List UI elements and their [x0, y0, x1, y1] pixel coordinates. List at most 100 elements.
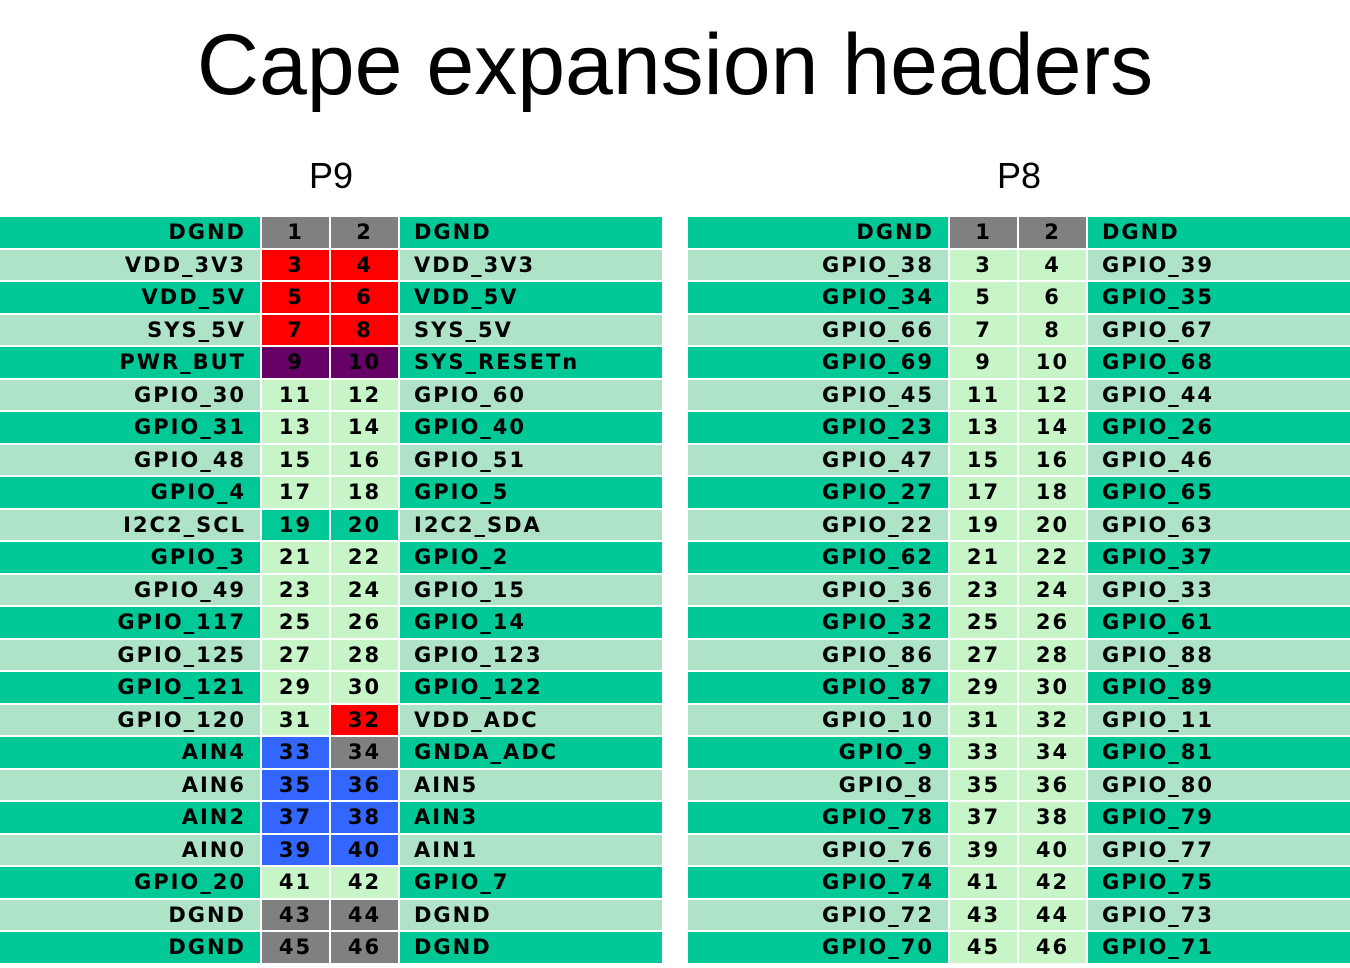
signal-name-left: VDD_3V3 [0, 249, 262, 282]
signal-name-left: GPIO_78 [688, 802, 950, 835]
pin-number-odd: 33 [262, 737, 331, 770]
pin-number-odd: 27 [262, 639, 331, 672]
signal-name-right: GPIO_123 [400, 639, 662, 672]
signal-name-left: AIN0 [0, 834, 262, 867]
pin-number-even: 36 [331, 769, 400, 802]
pin-row: GPIO_72 43 44 GPIO_73 [688, 899, 1350, 932]
pin-row: VDD_3V3 3 4 VDD_3V3 [0, 249, 662, 282]
signal-name-left: GPIO_4 [0, 477, 262, 510]
signal-name-left: VDD_5V [0, 282, 262, 315]
pin-row: SYS_5V 7 8 SYS_5V [0, 314, 662, 347]
pin-number-even: 30 [331, 672, 400, 705]
signal-name-left: GPIO_45 [688, 379, 950, 412]
pin-row: GPIO_48 15 16 GPIO_51 [0, 444, 662, 477]
signal-name-left: GPIO_86 [688, 639, 950, 672]
pin-row: GPIO_69 9 10 GPIO_68 [688, 347, 1350, 380]
pin-number-odd: 39 [262, 834, 331, 867]
pin-row: GPIO_117 25 26 GPIO_14 [0, 607, 662, 640]
signal-name-right: GPIO_44 [1088, 379, 1350, 412]
pin-number-odd: 37 [950, 802, 1019, 835]
signal-name-left: GPIO_117 [0, 607, 262, 640]
p8-pin-table: DGND 1 2 DGND GPIO_38 3 4 GPIO_39 GPIO_34 5 6 GPIO_… [688, 217, 1350, 965]
pin-number-odd: 25 [950, 607, 1019, 640]
signal-name-right: VDD_ADC [400, 704, 662, 737]
pin-number-odd: 29 [262, 672, 331, 705]
pin-number-even: 22 [1019, 542, 1088, 575]
signal-name-left: SYS_5V [0, 314, 262, 347]
signal-name-right: AIN3 [400, 802, 662, 835]
signal-name-left: DGND [0, 899, 262, 932]
signal-name-right: GPIO_73 [1088, 899, 1350, 932]
pin-number-odd: 37 [262, 802, 331, 835]
pin-number-even: 20 [331, 509, 400, 542]
signal-name-left: GPIO_49 [0, 574, 262, 607]
pin-row: GPIO_45 11 12 GPIO_44 [688, 379, 1350, 412]
signal-name-right: GPIO_7 [400, 867, 662, 900]
pin-row: GPIO_10 31 32 GPIO_11 [688, 704, 1350, 737]
pin-number-odd: 11 [950, 379, 1019, 412]
pin-number-odd: 17 [262, 477, 331, 510]
pin-row: AIN6 35 36 AIN5 [0, 769, 662, 802]
pin-row: GPIO_3 21 22 GPIO_2 [0, 542, 662, 575]
pin-number-odd: 15 [262, 444, 331, 477]
signal-name-right: GPIO_63 [1088, 509, 1350, 542]
pin-number-even: 8 [331, 314, 400, 347]
pin-number-even: 46 [331, 932, 400, 965]
signal-name-left: GPIO_125 [0, 639, 262, 672]
pin-number-even: 14 [331, 412, 400, 445]
signal-name-right: DGND [1088, 217, 1350, 250]
pin-number-odd: 43 [262, 899, 331, 932]
signal-name-right: GPIO_80 [1088, 769, 1350, 802]
pin-number-even: 34 [1019, 737, 1088, 770]
signal-name-left: GPIO_23 [688, 412, 950, 445]
pin-row: GPIO_20 41 42 GPIO_7 [0, 867, 662, 900]
pin-number-even: 36 [1019, 769, 1088, 802]
pin-number-odd: 7 [950, 314, 1019, 347]
pin-number-odd: 41 [950, 867, 1019, 900]
pin-row: GPIO_74 41 42 GPIO_75 [688, 867, 1350, 900]
p9-pin-table: DGND 1 2 DGND VDD_3V3 3 4 VDD_3V3 VDD_5V 5 6 VDD_5V… [0, 217, 662, 965]
pin-number-odd: 27 [950, 639, 1019, 672]
pin-number-even: 12 [331, 379, 400, 412]
pin-number-even: 12 [1019, 379, 1088, 412]
signal-name-right: GPIO_39 [1088, 249, 1350, 282]
signal-name-right: GPIO_71 [1088, 932, 1350, 965]
pin-row: GPIO_22 19 20 GPIO_63 [688, 509, 1350, 542]
signal-name-right: GPIO_77 [1088, 834, 1350, 867]
pin-number-even: 18 [1019, 477, 1088, 510]
signal-name-left: GPIO_27 [688, 477, 950, 510]
signal-name-left: GPIO_62 [688, 542, 950, 575]
pin-number-odd: 31 [950, 704, 1019, 737]
signal-name-right: GPIO_68 [1088, 347, 1350, 380]
pin-row: GPIO_36 23 24 GPIO_33 [688, 574, 1350, 607]
signal-name-left: GPIO_20 [0, 867, 262, 900]
pin-number-even: 42 [331, 867, 400, 900]
pin-number-odd: 35 [262, 769, 331, 802]
pin-number-odd: 15 [950, 444, 1019, 477]
signal-name-left: GPIO_38 [688, 249, 950, 282]
signal-name-right: GPIO_61 [1088, 607, 1350, 640]
pin-number-even: 18 [331, 477, 400, 510]
pin-row: GPIO_70 45 46 GPIO_71 [688, 932, 1350, 965]
signal-name-right: GPIO_15 [400, 574, 662, 607]
signal-name-right: GPIO_33 [1088, 574, 1350, 607]
signal-name-left: GPIO_22 [688, 509, 950, 542]
pin-number-odd: 3 [262, 249, 331, 282]
signal-name-right: GNDA_ADC [400, 737, 662, 770]
pin-row: DGND 43 44 DGND [0, 899, 662, 932]
signal-name-left: GPIO_30 [0, 379, 262, 412]
pin-row: GPIO_8 35 36 GPIO_80 [688, 769, 1350, 802]
signal-name-right: SYS_5V [400, 314, 662, 347]
pin-row: GPIO_66 7 8 GPIO_67 [688, 314, 1350, 347]
pin-row: AIN0 39 40 AIN1 [0, 834, 662, 867]
signal-name-left: GPIO_10 [688, 704, 950, 737]
signal-name-left: I2C2_SCL [0, 509, 262, 542]
pin-number-odd: 43 [950, 899, 1019, 932]
signal-name-right: GPIO_2 [400, 542, 662, 575]
signal-name-left: GPIO_47 [688, 444, 950, 477]
signal-name-left: AIN4 [0, 737, 262, 770]
signal-name-right: SYS_RESETn [400, 347, 662, 380]
pin-number-even: 28 [331, 639, 400, 672]
signal-name-right: GPIO_122 [400, 672, 662, 705]
pin-row: GPIO_4 17 18 GPIO_5 [0, 477, 662, 510]
